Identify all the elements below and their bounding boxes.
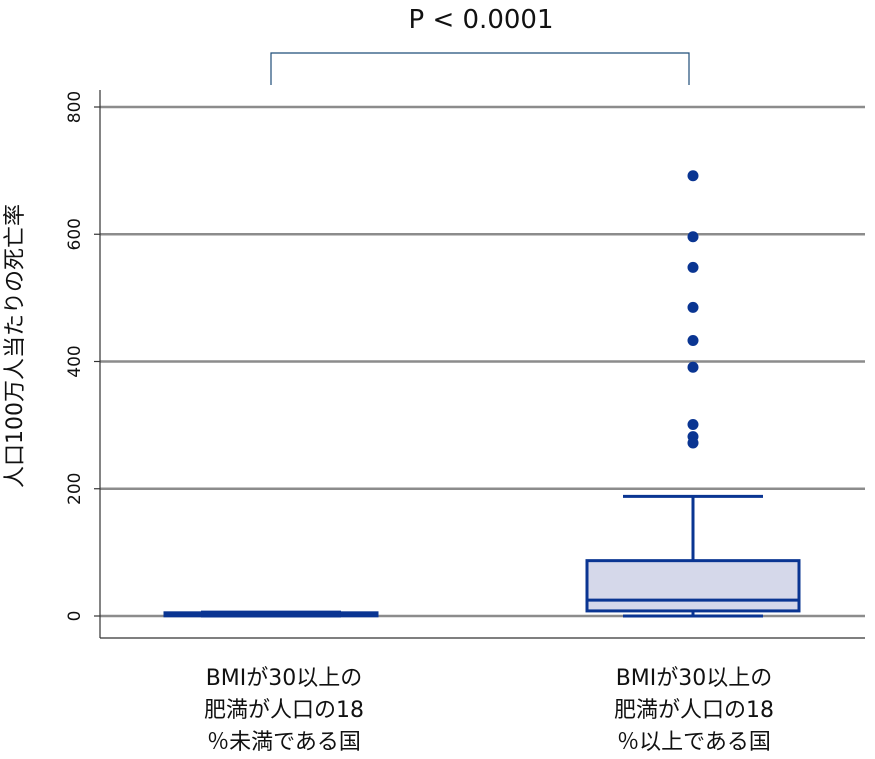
y-tick-label: 800 — [65, 91, 85, 123]
outlier-point — [687, 301, 699, 313]
box-group — [163, 610, 379, 618]
category-label-line: 肥満が人口の18 — [614, 698, 774, 723]
box-iqr — [585, 559, 801, 613]
category-label-line: BMIが30以上の — [615, 666, 773, 691]
boxes — [163, 170, 801, 618]
y-axis-label: 人口100万人当たりの死亡率 — [3, 204, 28, 488]
category-label-line: ％未満である国 — [207, 730, 361, 755]
y-tick-label: 600 — [65, 218, 85, 250]
outlier-point — [687, 335, 699, 347]
outlier-point — [687, 170, 699, 182]
category-label-line: BMIが30以上の — [205, 666, 363, 691]
outlier-point — [687, 261, 699, 273]
bracket-line — [270, 52, 690, 85]
y-tick-label: 0 — [65, 611, 85, 622]
category-label-high: BMIが30以上の 肥満が人口の18 ％以上である国 — [574, 663, 814, 759]
outlier-point — [687, 231, 699, 243]
category-label-low: BMIが30以上の 肥満が人口の18 ％未満である国 — [164, 663, 404, 759]
category-label-line: 肥満が人口の18 — [204, 698, 364, 723]
box-group — [585, 170, 801, 618]
axes — [94, 90, 865, 639]
outlier-point — [687, 418, 699, 430]
outlier-point — [687, 437, 699, 449]
significance-bracket — [270, 52, 690, 85]
y-tick-label: 200 — [65, 473, 85, 505]
y-tick-label: 400 — [65, 345, 85, 377]
p-value-annotation: P < 0.0001 — [409, 5, 554, 35]
category-label-line: ％以上である国 — [617, 730, 771, 755]
grid-lines — [100, 105, 865, 618]
y-tick-labels: 0 200 400 600 800 — [65, 91, 85, 622]
outlier-point — [687, 361, 699, 373]
